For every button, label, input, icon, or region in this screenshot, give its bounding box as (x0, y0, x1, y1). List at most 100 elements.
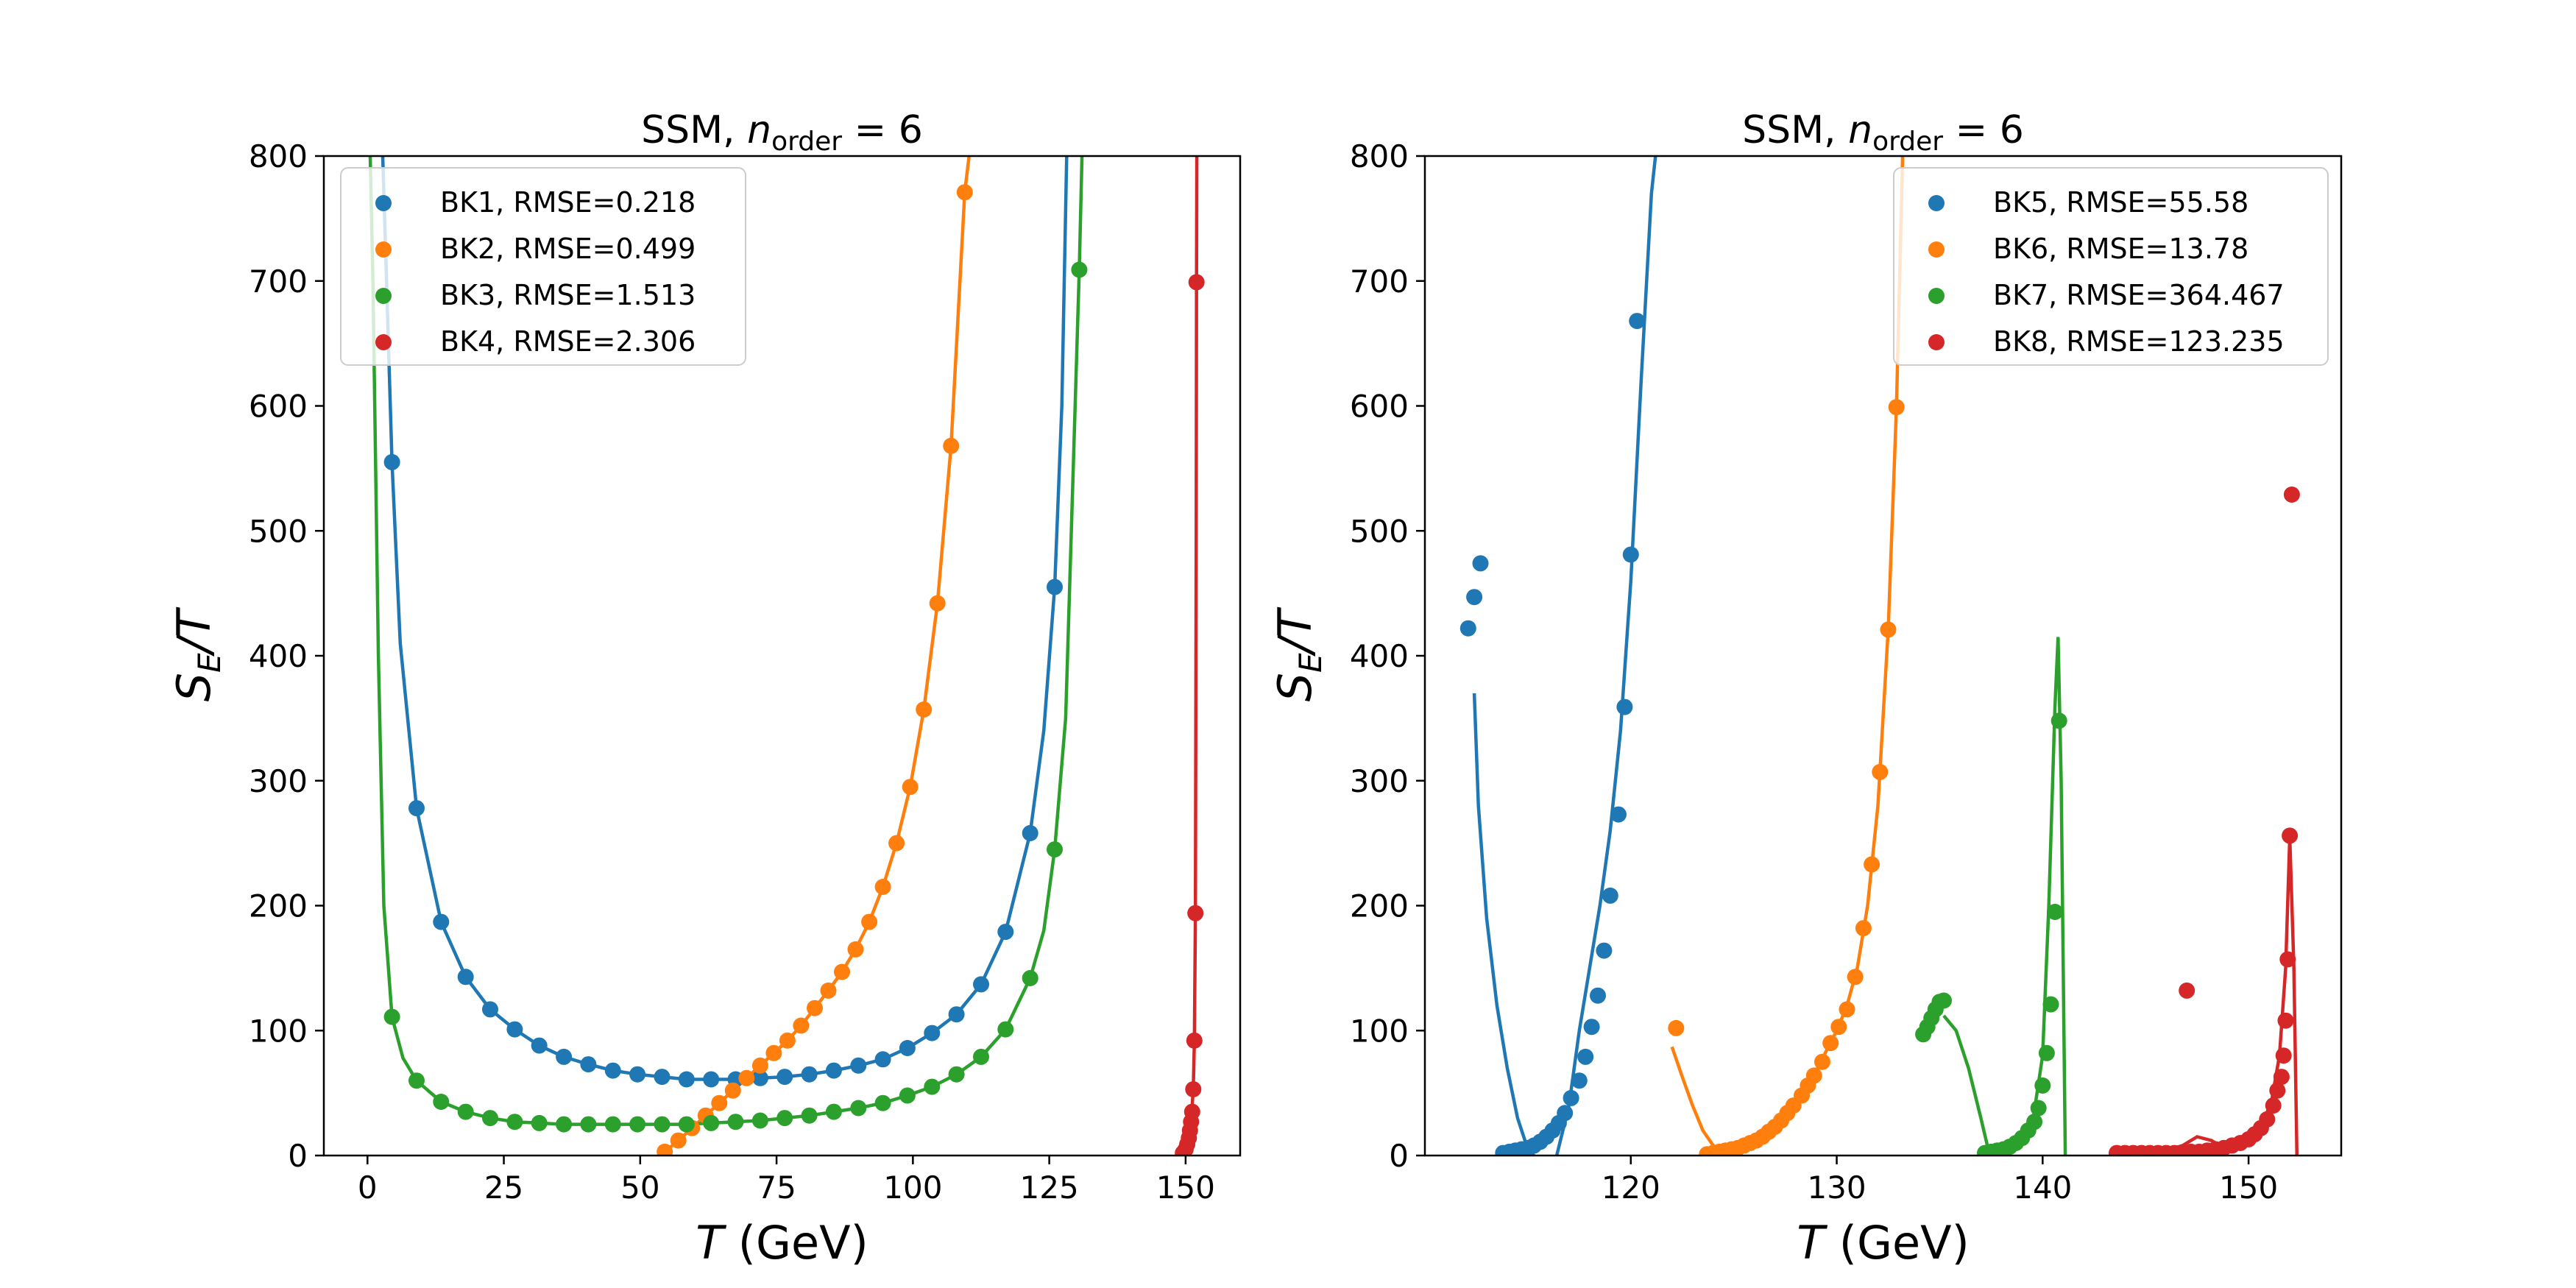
series-3-point (727, 1114, 744, 1130)
y-axis-label: SE/T (1268, 607, 1328, 702)
series-2-point (807, 999, 823, 1016)
series-1-point (408, 800, 425, 817)
series-2-point (888, 835, 905, 852)
y-tick-label: 300 (1350, 763, 1409, 799)
series-1-point (1047, 578, 1063, 595)
series-2-point (1847, 969, 1864, 986)
chart-title: SSM, norder = 6 (1742, 108, 2024, 157)
series-4-point (2259, 1111, 2276, 1128)
legend-label: BK7, RMSE=364.467 (1993, 279, 2285, 311)
series-4-point (2269, 1082, 2286, 1099)
title-prefix: SSM, (1742, 108, 1848, 152)
series-2-point (670, 1132, 687, 1149)
series-3-point (604, 1116, 621, 1133)
title-subscript: order (771, 127, 842, 157)
series-1-point (604, 1062, 621, 1079)
x-tick-label: 130 (1807, 1170, 1866, 1206)
x-axis-label-variable: T (696, 1216, 726, 1270)
series-2-point (902, 779, 919, 796)
series-1-point (678, 1071, 695, 1088)
y-axis-label-s: S (1268, 673, 1322, 701)
series-1-fit-line (381, 156, 1069, 1081)
x-tick-label: 50 (620, 1170, 659, 1206)
series-4-point (2265, 1097, 2282, 1114)
legend: BK5, RMSE=55.58 BK6, RMSE=13.78 BK7, RMSE=… (1893, 167, 2329, 366)
series-4-point (2282, 827, 2299, 844)
series-1-point (924, 1025, 941, 1041)
legend-marker (375, 334, 392, 350)
y-tick-label: 700 (1350, 263, 1409, 300)
series-2-point (1855, 920, 1872, 937)
series-2-point (1888, 399, 1905, 416)
series-1-point (1616, 698, 1633, 715)
chart-title: SSM, norder = 6 (641, 108, 923, 157)
title-suffix: = 6 (1943, 108, 2024, 152)
legend-label: BK5, RMSE=55.58 (1993, 186, 2248, 219)
series-1-point (482, 1001, 498, 1018)
series-1-point (1629, 313, 1646, 330)
series-1-point (1596, 942, 1613, 959)
legend-marker (1928, 195, 1945, 211)
series-1-point (874, 1051, 891, 1068)
series-3-point (556, 1116, 573, 1133)
series-2-point (874, 879, 891, 895)
y-tick-label: 700 (249, 263, 308, 300)
series-3-point (654, 1116, 670, 1133)
plot-area (368, 156, 1205, 1156)
series-3-point (2026, 1114, 2043, 1130)
x-tick-label: 150 (1156, 1170, 1215, 1206)
series-1-point (1610, 806, 1627, 823)
series-2-point (943, 437, 960, 454)
y-tick-label: 600 (1350, 389, 1409, 425)
series-2-point (779, 1032, 796, 1049)
series-3-point (678, 1116, 695, 1133)
x-tick-label: 140 (2013, 1170, 2072, 1206)
x-axis-label-unit: (GeV) (723, 1216, 868, 1270)
series-3-point (1936, 992, 1952, 1009)
series-2-point (765, 1044, 782, 1061)
y-tick-label: 800 (1350, 138, 1409, 174)
series-1-point (776, 1069, 793, 1086)
series-1-point (506, 1021, 523, 1038)
series-1-point (850, 1057, 867, 1074)
x-tick-label: 0 (358, 1170, 378, 1206)
y-tick-label: 400 (1350, 638, 1409, 674)
series-1-point (1466, 589, 1483, 606)
y-tick-label: 200 (1350, 888, 1409, 924)
title-subscript: order (1872, 127, 1943, 157)
series-3-point (531, 1114, 548, 1131)
series-1-point (1557, 1105, 1574, 1122)
series-3-point (825, 1103, 842, 1120)
legend-marker (1928, 241, 1945, 258)
series-1-point (801, 1066, 818, 1083)
legend-label: BK3, RMSE=1.513 (440, 279, 696, 311)
series-4-point (1185, 1081, 1202, 1097)
series-2-point (861, 913, 878, 930)
x-axis-label-variable: T (1797, 1216, 1827, 1270)
series-1-point (825, 1062, 842, 1079)
series-4-point (2273, 1069, 2290, 1086)
y-tick-label: 200 (249, 888, 308, 924)
left-subplot: 0 25 50 75 100 125 150 0 100 200 300 400 500 600 700 80… (167, 108, 1242, 1270)
series-1-point (1571, 1072, 1588, 1089)
series-4-point (1188, 274, 1205, 291)
legend-label: BK2, RMSE=0.499 (440, 233, 696, 265)
series-1-point (1577, 1048, 1594, 1065)
series-3-point (383, 1008, 400, 1025)
series-1-point (1590, 987, 1606, 1004)
series-3-point (948, 1066, 965, 1083)
title-variable: n (1848, 108, 1872, 152)
x-tick-label: 150 (2219, 1170, 2278, 1206)
x-axis-label-unit: (GeV) (1825, 1216, 1970, 1270)
series-3-point (973, 1048, 989, 1065)
series-3-point (801, 1107, 818, 1124)
y-tick-label: 0 (288, 1138, 308, 1174)
series-1-point (531, 1037, 548, 1054)
series-2-point (738, 1069, 755, 1086)
series-3-point (924, 1078, 941, 1095)
series-3-point (2034, 1077, 2051, 1094)
y-tick-label: 100 (249, 1013, 308, 1049)
series-4-point (2179, 982, 2195, 999)
series-2-point (1839, 1001, 1855, 1018)
